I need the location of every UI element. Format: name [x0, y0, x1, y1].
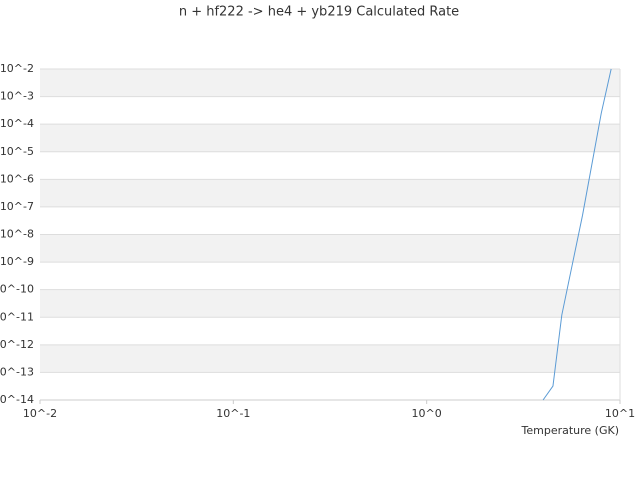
- x-axis-label: Temperature (GK): [521, 424, 620, 437]
- grid-band: [40, 289, 620, 318]
- y-tick-label: 10^-13: [0, 365, 34, 378]
- chart-title: n + hf222 -> he4 + yb219 Calculated Rate: [179, 5, 459, 20]
- grid-band: [40, 179, 620, 207]
- x-tick-label: 10^1: [605, 407, 635, 420]
- grid-band: [40, 234, 620, 263]
- x-tick-label: 10^0: [412, 407, 442, 420]
- grid-band: [40, 69, 620, 97]
- y-tick-label: 10^-9: [0, 255, 34, 268]
- y-tick-label: 10^-7: [0, 200, 34, 213]
- grid-band: [40, 124, 620, 152]
- y-tick-label: 10^-5: [0, 145, 34, 158]
- y-tick-label: 10^-12: [0, 338, 34, 351]
- y-tick-label: 10^-4: [0, 117, 34, 130]
- y-tick-label: 10^-10: [0, 283, 34, 296]
- grid-band: [40, 344, 620, 373]
- y-tick-label: 10^-6: [0, 172, 34, 185]
- x-tick-label: 10^-1: [216, 407, 250, 420]
- data-line: [542, 68, 612, 401]
- y-tick-label: 10^-8: [0, 228, 34, 241]
- y-tick-label: 10^-11: [0, 310, 34, 323]
- x-tick-label: 10^-2: [23, 407, 57, 420]
- y-tick-label: 10^-3: [0, 90, 34, 103]
- y-tick-label: 10^-2: [0, 62, 34, 75]
- y-tick-label: 10^-14: [0, 393, 34, 406]
